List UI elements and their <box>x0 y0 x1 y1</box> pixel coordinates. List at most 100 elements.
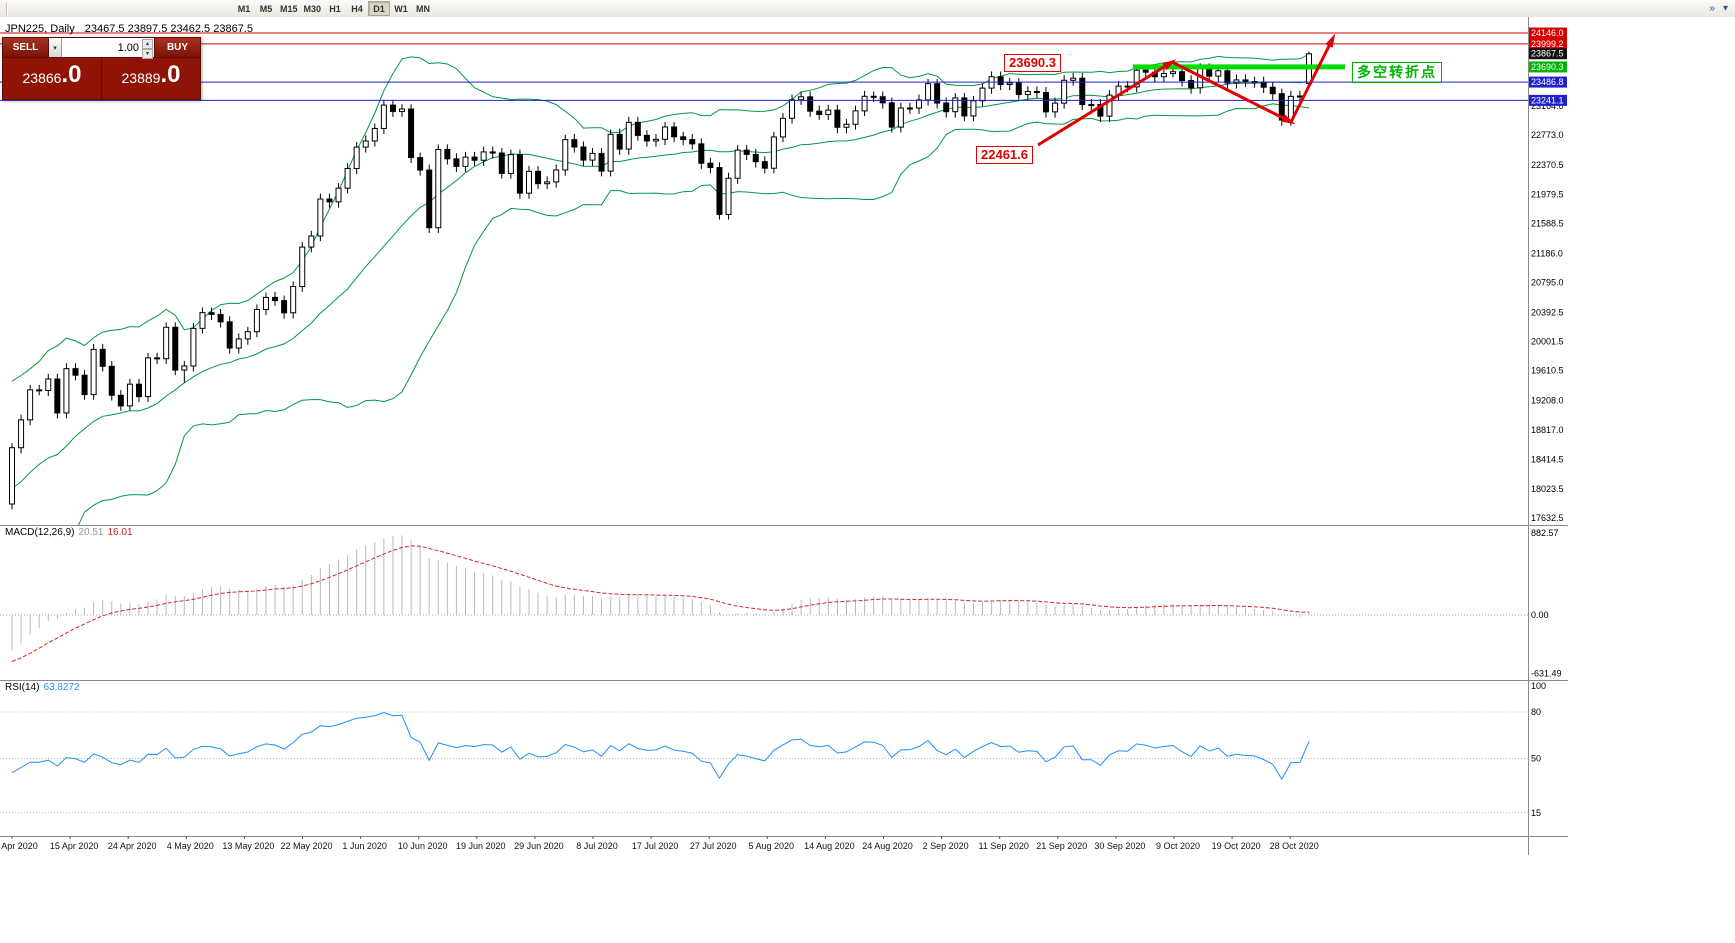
price-scale-label: 18023.5 <box>1531 484 1564 494</box>
sell-button[interactable]: SELL <box>3 38 49 57</box>
rsi-scale-label: 80 <box>1531 707 1541 717</box>
chart-window[interactable]: 23164.0 22773.0 22370.5 21979.5 21588.5 21186… <box>0 17 1735 943</box>
candlestick-chart-icon[interactable]: ◫ <box>15 0 32 3</box>
chart-title: JPN225, Daily 23467.5 23897.5 23462.5 23… <box>5 23 253 35</box>
support-price-annotation[interactable]: 22461.6 <box>976 146 1033 164</box>
timeframe-m15[interactable]: M15 <box>277 1 301 16</box>
bar-chart-icon[interactable]: ‖ <box>3 0 15 3</box>
price-scale-label: 19610.5 <box>1531 366 1564 376</box>
buy-button[interactable]: BUY <box>154 38 200 57</box>
date-label: 5 Aug 2020 <box>749 841 795 851</box>
candlesticks <box>9 51 1313 510</box>
date-label: 21 Sep 2020 <box>1036 841 1087 851</box>
date-label: 1 Jun 2020 <box>342 841 387 851</box>
price-line-badge <box>1529 61 1567 73</box>
timeframe-w1[interactable]: W1 <box>390 1 412 16</box>
date-label: 24 Apr 2020 <box>108 841 157 851</box>
date-label: 29 Jun 2020 <box>514 841 564 851</box>
macd-histogram <box>11 535 1310 651</box>
price-line-badge <box>1529 94 1567 106</box>
sell-price-pips: .0 <box>61 61 82 88</box>
sell-price[interactable]: 23866.0 <box>3 58 101 99</box>
volume-value: 1.00 <box>117 41 139 54</box>
date-label: 14 Aug 2020 <box>804 841 855 851</box>
rsi-indicator-label: RSI(14) 63.8272 <box>5 682 80 693</box>
date-label: 13 May 2020 <box>222 841 274 851</box>
price-line-badge <box>1529 27 1567 39</box>
timeframe-toolbar: M1 M5 M15 M30 H1 H4 D1 W1 MN <box>233 1 434 16</box>
sell-price-main: 23866 <box>22 70 62 86</box>
price-scale-label: 17632.5 <box>1531 513 1564 523</box>
price-scale-label: 20795.0 <box>1531 278 1564 288</box>
date-label: 10 Jun 2020 <box>398 841 448 851</box>
macd-signal-line <box>11 545 1310 662</box>
date-label: 30 Sep 2020 <box>1094 841 1145 851</box>
price-line-badge-text: 23999.2 <box>1531 39 1564 49</box>
help-icon: ▾ <box>1722 2 1728 14</box>
price-chart-canvas[interactable]: 23164.0 22773.0 22370.5 21979.5 21588.5 21186… <box>0 17 1735 943</box>
price-line-badge-text: 23867.5 <box>1531 49 1564 59</box>
date-label: 2 Sep 2020 <box>923 841 969 851</box>
turning-point-annotation[interactable]: 多空转折点 <box>1352 62 1442 83</box>
macd-scale-label: 882.57 <box>1531 528 1559 538</box>
trend-arrow-head <box>1325 33 1336 48</box>
toolbar-right-buttons: » ▾ <box>1705 1 1732 16</box>
buy-price-main: 23889 <box>121 70 161 86</box>
date-label: 19 Oct 2020 <box>1212 841 1261 851</box>
line-chart-icon[interactable]: ∿ <box>33 0 49 3</box>
volume-dropdown-icon[interactable]: ▾ <box>49 38 62 57</box>
price-scale-label: 18414.5 <box>1531 455 1564 465</box>
price-scale-label: 21979.5 <box>1531 189 1564 199</box>
main-toolbar: ▤▥✚新订单▦▩◧▣◩▶自动交易‖◫∿⊕⊖▦▭✚◇▨↖+│─╱∥F○↗AT M1… <box>0 0 1735 122</box>
date-label: 6 Apr 2020 <box>0 841 38 851</box>
resistance-price-annotation[interactable]: 23690.3 <box>1004 54 1061 72</box>
price-scale-label: 21186.0 <box>1531 248 1563 258</box>
macd-signal-value: 16.01 <box>107 527 133 538</box>
price-scale-label: 19208.0 <box>1531 396 1564 406</box>
price-scale-label: 18817.0 <box>1531 425 1564 435</box>
macd-indicator-label: MACD(12,26,9) 20.51 16.01 <box>5 527 133 538</box>
price-scale-label: 20001.5 <box>1531 337 1564 347</box>
trend-arrow <box>1289 37 1335 123</box>
price-scale-label: 21588.5 <box>1531 218 1564 228</box>
price-scale-label: 22773.0 <box>1531 130 1564 140</box>
volume-down-icon[interactable]: ▾ <box>142 49 153 59</box>
timeframe-d1[interactable]: D1 <box>368 1 390 16</box>
rsi-line <box>11 711 1310 781</box>
chart-list-icon[interactable]: » <box>1705 1 1719 16</box>
timeframe-h4[interactable]: H4 <box>346 1 368 16</box>
volume-spinner: ▴ ▾ <box>142 39 153 59</box>
date-label: 15 Apr 2020 <box>50 841 99 851</box>
price-line-badge-text: 24146.0 <box>1531 28 1564 38</box>
one-click-trading-panel: SELL ▾ 1.00 ▴ ▾ BUY 23866.0 23889.0 <box>2 37 201 100</box>
timeframe-h1[interactable]: H1 <box>324 1 346 16</box>
ohlc-values: 23467.5 23897.5 23462.5 23867.5 <box>84 23 253 35</box>
rsi-scale-label: 15 <box>1531 808 1541 818</box>
macd-scale-label: 0.00 <box>1531 610 1549 620</box>
rsi-value: 63.8272 <box>43 682 80 693</box>
timeframe-m5[interactable]: M5 <box>255 1 277 16</box>
rsi-scale-label: 100 <box>1531 681 1546 691</box>
timeframe-m30[interactable]: M30 <box>300 1 324 16</box>
buy-price[interactable]: 23889.0 <box>101 58 200 99</box>
help-icon[interactable]: ▾ <box>1719 1 1732 16</box>
timeframe-mn[interactable]: MN <box>412 1 434 16</box>
bollinger-bands <box>11 53 1310 525</box>
trend-arrow <box>1171 60 1292 124</box>
symbol-period-label: JPN225, Daily <box>5 23 75 35</box>
date-label: 22 May 2020 <box>280 841 332 851</box>
date-label: 9 Oct 2020 <box>1156 841 1200 851</box>
volume-up-icon[interactable]: ▴ <box>142 39 153 49</box>
buy-price-pips: .0 <box>160 61 181 88</box>
timeframe-m1[interactable]: M1 <box>233 1 255 16</box>
price-line-badge-text: 23486.8 <box>1531 77 1564 87</box>
date-label: 19 Jun 2020 <box>456 841 506 851</box>
macd-name: MACD(12,26,9) <box>5 527 75 538</box>
volume-field[interactable]: 1.00 ▴ ▾ <box>62 38 154 59</box>
price-scale-label: 22370.5 <box>1531 160 1564 170</box>
date-label: 27 Jul 2020 <box>690 841 737 851</box>
price-line-badge <box>1529 48 1567 60</box>
date-label: 4 May 2020 <box>167 841 214 851</box>
date-label: 17 Jul 2020 <box>632 841 679 851</box>
toolbar-separator <box>6 2 7 15</box>
